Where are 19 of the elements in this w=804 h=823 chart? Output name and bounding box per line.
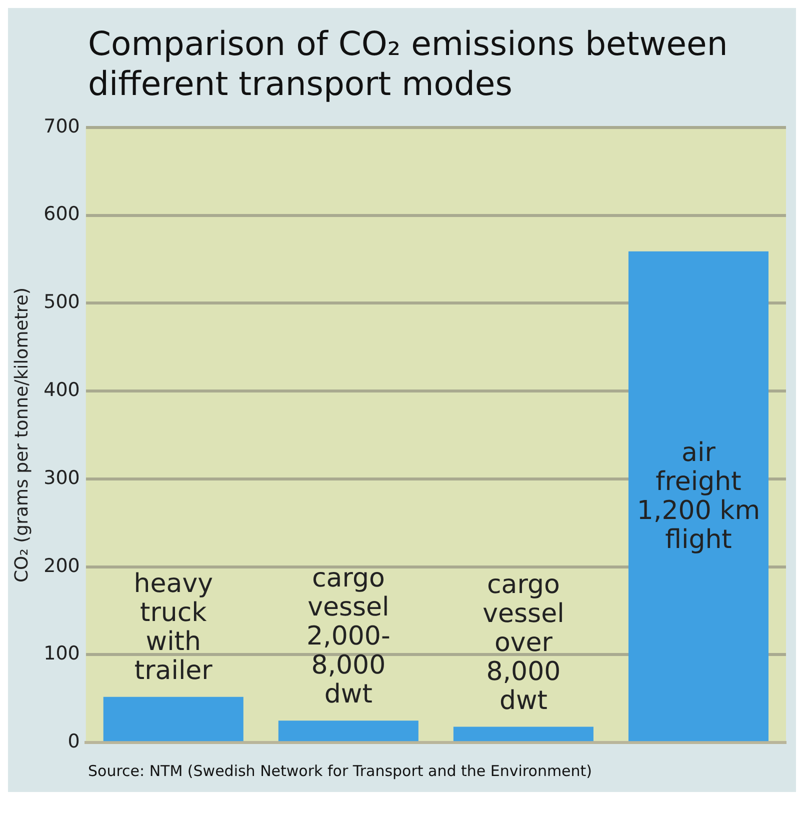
x-tick-label: heavy truck with trailer [134,568,213,686]
y-axis-title: CO₂ (grams per tonne/kilometre) [11,287,32,583]
y-tick-label: 200 [44,554,80,577]
y-tick-label: 300 [44,466,80,489]
x-tick-label: cargo vessel 2,000- 8,000 dwt [306,564,390,710]
y-tick-label: 100 [44,642,80,665]
x-tick-label: air freight 1,200 km flight [636,438,760,556]
y-tick-label: 0 [68,730,80,753]
bar [628,251,768,742]
bar [453,726,594,742]
x-tick-label: cargo vessel over 8,000 dwt [482,570,564,716]
y-tick-label: 600 [44,203,80,226]
chart-title: Comparison of CO₂ emissions between different transport modes [87,23,729,105]
bar [278,720,418,742]
y-tick-label: 400 [44,378,80,401]
y-tick-label: 700 [44,115,80,138]
y-tick-label: 500 [44,291,80,314]
source-note: Source: NTM (Swedish Network for Transport and the Environment) [87,762,594,780]
bar [103,696,244,742]
